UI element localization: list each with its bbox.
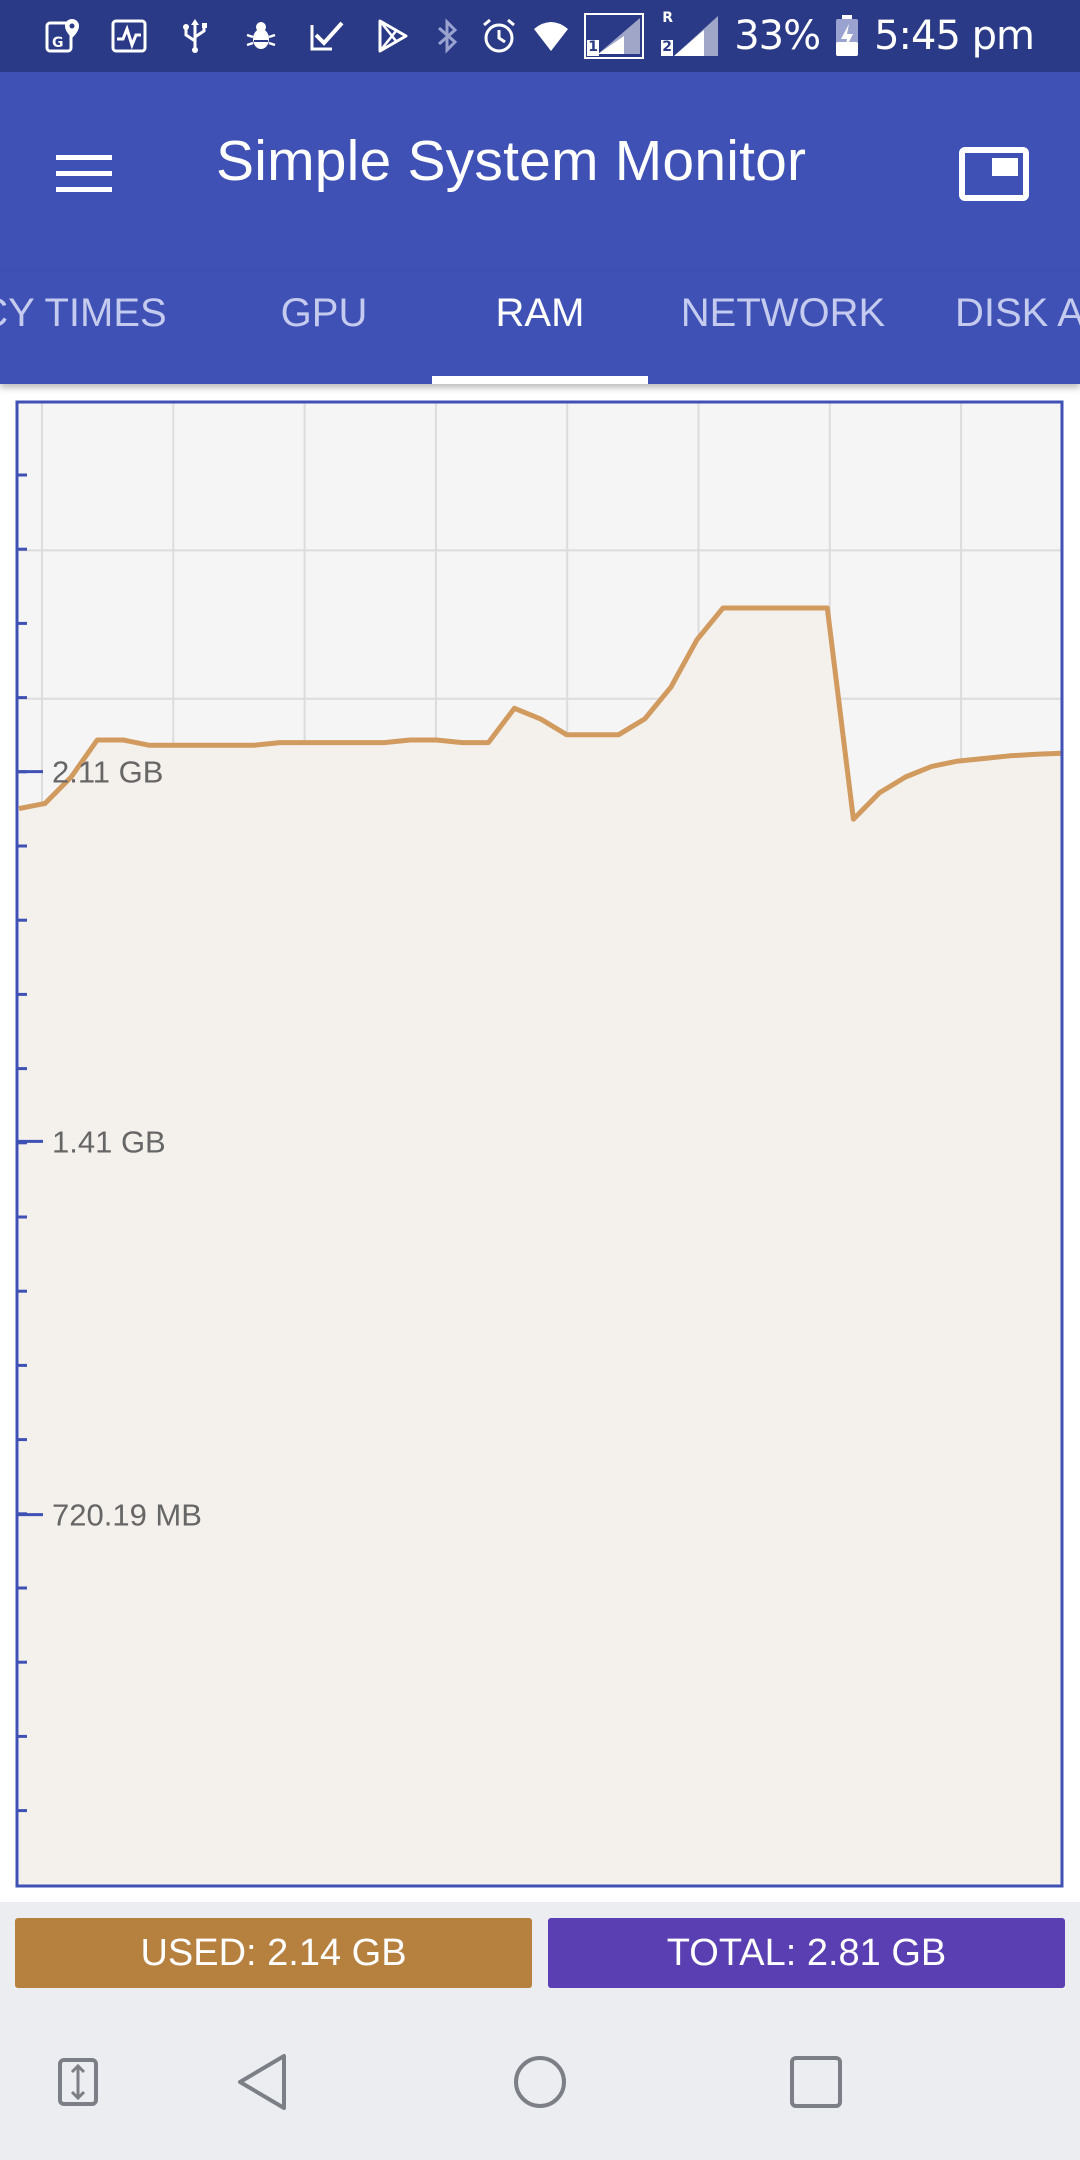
status-bar: G [0,0,1080,72]
tab-bar: CY TIMES GPU RAM NETWORK DISK A [0,272,1080,384]
status-right-icons: 1 R 2 33% 5:45 pm [428,10,1035,62]
ram-chart: 720.19 MB 1.41 GB 2.11 GB [0,384,1080,1902]
hamburger-menu-icon[interactable] [40,132,120,212]
tab-label: DISK A [955,291,1080,335]
ram-usage-area [19,608,1062,1886]
play-store-icon [378,19,408,53]
tab-label: CY TIMES [0,291,167,335]
google-maps-notification-icon: G [45,19,79,53]
tab-label: GPU [280,291,368,335]
app-title: Simple System Monitor [216,129,807,193]
home-icon[interactable] [500,2042,580,2122]
plot-border [15,400,1064,1888]
svg-text:G: G [52,35,64,51]
debug-bug-icon [246,22,276,49]
signal-sim1-icon: 1 [584,12,646,60]
picture-in-picture-icon[interactable] [948,128,1044,224]
clock-time: 5:45 pm [874,13,1035,59]
switch-sim-icon[interactable] [38,2042,118,2122]
battery-charging-icon [836,15,859,56]
ram-usage-line [18,605,1063,822]
y-axis-tick-label: 1.41 GB [52,1124,166,1159]
y-axis-tick-label: 720.19 MB [52,1498,202,1533]
y-axis-tick-label: 2.11 GB [52,755,163,790]
tab-frequency-times[interactable]: CY TIMES [0,272,186,384]
tab-network[interactable]: NETWORK [665,272,901,384]
tab-label: RAM [495,291,585,335]
status-left-icons: G [44,12,412,60]
recents-icon[interactable] [776,2042,856,2122]
ram-legend: USED: 2.14 GB TOTAL: 2.81 GB [0,1918,1080,1988]
usb-icon [183,19,207,53]
sim1-label: 1 [588,39,598,55]
navigation-bar [0,2004,1080,2160]
tab-disk-activity[interactable]: DISK A [955,272,1080,384]
tab-label: NETWORK [680,291,886,335]
roaming-label: R [662,10,673,26]
checkmark-task-icon [310,21,344,51]
total-memory-badge: TOTAL: 2.81 GB [548,1918,1065,1988]
tab-gpu[interactable]: GPU [216,272,432,384]
bluetooth-icon [438,18,458,54]
active-tab-indicator [432,376,648,384]
battery-percent: 33% [734,13,821,59]
used-memory-badge: USED: 2.14 GB [15,1918,532,1988]
alarm-icon [483,18,516,53]
ram-usage-chart: 720.19 MB 1.41 GB 2.11 GB [15,400,1064,1888]
wifi-icon [534,22,569,51]
app-bar: Simple System Monitor [0,72,1080,272]
back-icon[interactable] [224,2042,304,2122]
tab-ram[interactable]: RAM [432,272,648,384]
sim2-label: 2 [662,39,672,55]
activity-monitor-icon [111,19,147,53]
signal-sim2-icon: R 2 [660,10,720,60]
